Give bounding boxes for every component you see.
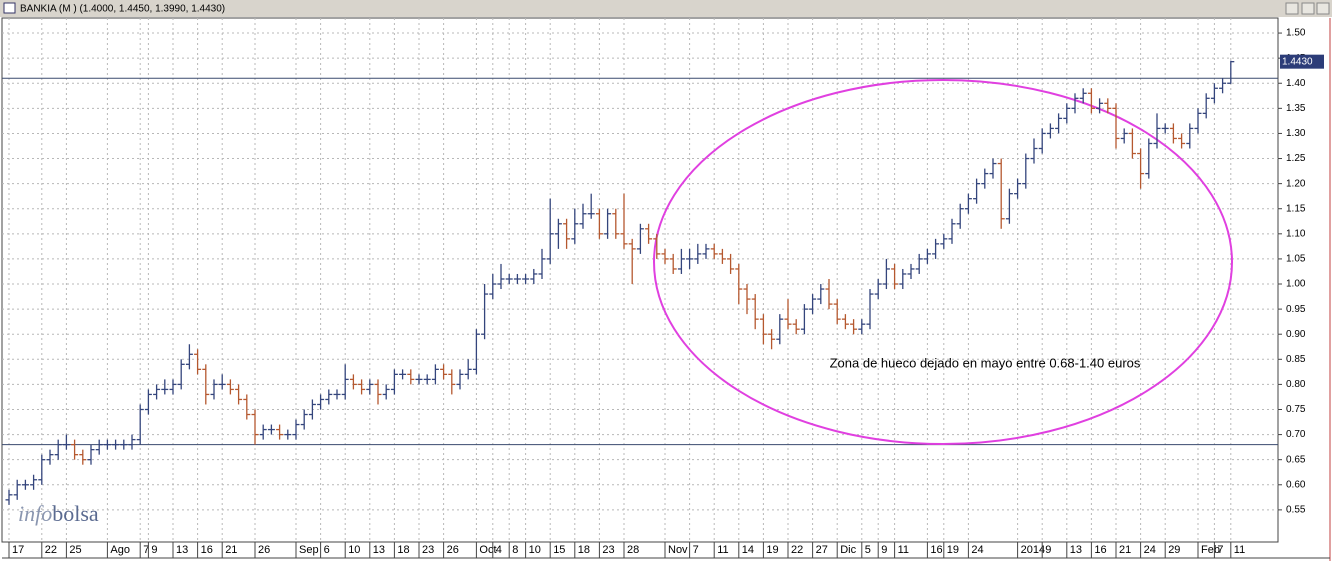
x-tick-label: Ago bbox=[110, 544, 130, 556]
x-tick-label: 27 bbox=[816, 544, 828, 556]
y-tick-label: 0.95 bbox=[1286, 304, 1306, 315]
y-tick-label: 0.80 bbox=[1286, 379, 1306, 390]
x-tick-label: 11 bbox=[1234, 544, 1245, 556]
x-tick-label: 21 bbox=[1119, 544, 1131, 556]
x-tick-label: 21 bbox=[225, 544, 237, 556]
y-tick-label: 0.85 bbox=[1286, 354, 1306, 365]
x-tick-label: 9 bbox=[1045, 544, 1051, 556]
window-icon bbox=[3, 2, 16, 14]
x-tick-label: Sep bbox=[299, 544, 319, 556]
x-tick-label: 18 bbox=[397, 544, 409, 556]
x-tick-label: 6 bbox=[324, 544, 330, 556]
x-tick-label: Dic bbox=[840, 544, 856, 556]
y-tick-label: 1.40 bbox=[1286, 78, 1306, 89]
x-tick-label: 18 bbox=[578, 544, 590, 556]
x-tick-label: 13 bbox=[1070, 544, 1082, 556]
x-tick-label: 13 bbox=[176, 544, 188, 556]
annotation: Zona de hueco dejado en mayo entre 0.68-… bbox=[830, 355, 1141, 370]
x-tick-label: Oct bbox=[479, 544, 496, 556]
y-tick-label: 1.25 bbox=[1286, 153, 1306, 164]
x-tick-label: 28 bbox=[627, 544, 639, 556]
y-tick-label: 0.75 bbox=[1286, 404, 1306, 415]
logo-part: bolsa bbox=[52, 501, 99, 526]
x-tick-label: 24 bbox=[1144, 544, 1156, 556]
x-tick-label: 7 bbox=[143, 544, 149, 556]
x-tick-label: Feb bbox=[1201, 544, 1220, 556]
y-tick-label: 1.15 bbox=[1286, 203, 1306, 214]
minimize-button[interactable] bbox=[1285, 2, 1299, 15]
x-tick-label: 16 bbox=[930, 544, 942, 556]
x-tick-label: 16 bbox=[201, 544, 213, 556]
x-tick-label: 15 bbox=[553, 544, 565, 556]
x-tick-label: 9 bbox=[151, 544, 157, 556]
x-tick-label: Nov bbox=[668, 544, 688, 556]
y-tick-label: 1.00 bbox=[1286, 279, 1306, 290]
y-tick-label: 0.55 bbox=[1286, 505, 1306, 516]
x-tick-label: 2014 bbox=[1021, 544, 1045, 556]
y-tick-label: 1.35 bbox=[1286, 103, 1306, 114]
logo: infobolsa bbox=[18, 501, 99, 526]
title-bar bbox=[0, 0, 1332, 17]
x-tick-label: 16 bbox=[1094, 544, 1106, 556]
y-tick-label: 1.05 bbox=[1286, 254, 1306, 265]
y-tick-label: 1.30 bbox=[1286, 128, 1306, 139]
x-tick-label: 23 bbox=[422, 544, 434, 556]
y-tick-label: 0.90 bbox=[1286, 329, 1306, 340]
y-tick-label: 0.65 bbox=[1286, 454, 1306, 465]
window-title: BANKIA (M ) (1.4000, 1.4450, 1.3990, 1.4… bbox=[20, 4, 225, 15]
x-tick-label: 7 bbox=[1217, 544, 1223, 556]
x-tick-label: 22 bbox=[791, 544, 803, 556]
plot-frame bbox=[1, 17, 1279, 543]
x-tick-label: 7 bbox=[693, 544, 699, 556]
x-tick-label: 14 bbox=[742, 544, 754, 556]
x-tick-label: 25 bbox=[69, 544, 81, 556]
x-tick-label: 22 bbox=[45, 544, 57, 556]
x-tick-label: 4 bbox=[496, 544, 502, 556]
close-button[interactable] bbox=[1316, 2, 1330, 15]
y-tick-label: 1.50 bbox=[1286, 28, 1306, 39]
x-tick-label: 8 bbox=[512, 544, 518, 556]
x-tick-label: 17 bbox=[12, 544, 24, 556]
y-tick-label: 0.70 bbox=[1286, 429, 1306, 440]
x-tick-label: 23 bbox=[602, 544, 614, 556]
x-tick-label: 26 bbox=[258, 544, 270, 556]
x-tick-label: 13 bbox=[373, 544, 385, 556]
x-tick-label: 19 bbox=[947, 544, 959, 556]
x-tick-label: 5 bbox=[865, 544, 871, 556]
x-tick-label: 11 bbox=[898, 544, 909, 556]
x-tick-label: 11 bbox=[717, 544, 728, 556]
last-price-box bbox=[1280, 54, 1324, 69]
x-tick-label: 24 bbox=[971, 544, 983, 556]
x-tick-label: 29 bbox=[1168, 544, 1180, 556]
y-tick-label: 1.10 bbox=[1286, 228, 1306, 239]
x-tick-label: 9 bbox=[881, 544, 887, 556]
maximize-button[interactable] bbox=[1301, 2, 1315, 15]
last-price-label: 1.4430 bbox=[1282, 56, 1313, 67]
x-tick-label: 26 bbox=[447, 544, 459, 556]
y-tick-label: 0.60 bbox=[1286, 479, 1306, 490]
x-tick-label: 10 bbox=[529, 544, 541, 556]
x-tick-label: 10 bbox=[348, 544, 360, 556]
x-tick-label: 19 bbox=[766, 544, 778, 556]
logo-part: info bbox=[18, 501, 52, 526]
y-tick-label: 1.20 bbox=[1286, 178, 1306, 189]
gap-ellipse bbox=[653, 79, 1233, 445]
